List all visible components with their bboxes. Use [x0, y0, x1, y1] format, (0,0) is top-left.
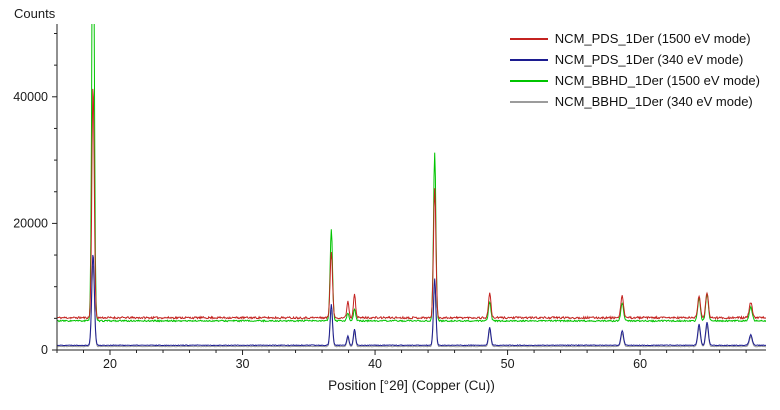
series-line-0 [57, 88, 766, 321]
y-tick-label: 0 [41, 343, 48, 357]
series-line-3 [57, 265, 766, 348]
legend-swatch-icon [509, 58, 548, 61]
x-tick-label: 30 [236, 357, 250, 371]
x-tick-label: 20 [103, 357, 117, 371]
axes: 20 30 40 50 60 0 20000 40000 [13, 24, 766, 371]
x-tick-label: 60 [633, 357, 647, 371]
series-line-1 [57, 254, 766, 347]
legend-item: NCM_PDS_1Der (340 eV mode) [509, 51, 760, 68]
legend-item: NCM_PDS_1Der (1500 eV mode) [509, 30, 760, 47]
series-lines [57, 24, 766, 348]
series-line-2 [57, 24, 766, 323]
legend-item: NCM_BBHD_1Der (1500 eV mode) [509, 72, 760, 89]
legend-label: NCM_BBHD_1Der (340 eV mode) [554, 94, 753, 109]
x-axis-title: Position [°2θ] (Copper (Cu)) [328, 378, 495, 393]
legend: NCM_PDS_1Der (1500 eV mode) NCM_PDS_1Der … [509, 26, 760, 114]
legend-label: NCM_PDS_1Der (1500 eV mode) [554, 31, 751, 46]
y-tick-label: 20000 [13, 216, 48, 230]
legend-item: NCM_BBHD_1Der (340 eV mode) [509, 93, 760, 110]
x-tick-label: 50 [501, 357, 515, 371]
legend-swatch-icon [509, 79, 548, 82]
legend-label: NCM_PDS_1Der (340 eV mode) [554, 52, 744, 67]
legend-swatch-icon [509, 37, 548, 40]
y-axis-title: Counts [14, 6, 56, 21]
x-tick-label: 40 [368, 357, 382, 371]
legend-swatch-icon [509, 100, 548, 103]
y-tick-label: 40000 [13, 90, 48, 104]
legend-label: NCM_BBHD_1Der (1500 eV mode) [554, 73, 760, 88]
